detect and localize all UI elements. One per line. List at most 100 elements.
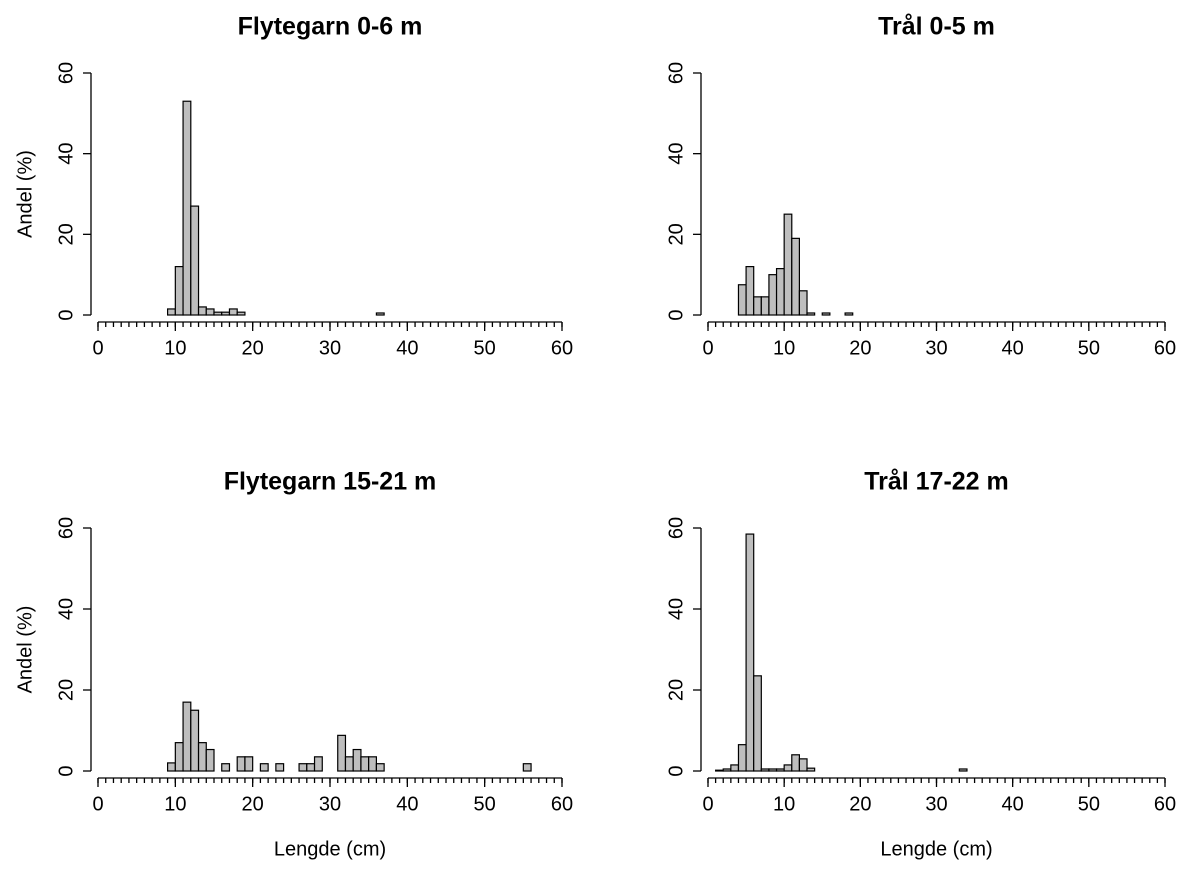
bar [760,296,770,316]
bar [221,763,231,772]
x-tick-label: 30 [925,337,947,359]
bar [236,311,246,316]
x-tick-label: 20 [242,793,264,815]
y-tick-label: 0 [55,309,77,320]
bar [306,763,316,772]
x-tick-label: 20 [849,337,871,359]
bar [745,533,755,772]
x-tick-label: 40 [396,337,418,359]
bar [958,768,968,772]
x-tick-label: 0 [702,337,713,359]
bar [715,769,724,772]
bar [259,763,269,772]
bar [798,290,808,316]
x-tick-label: 60 [1154,337,1176,359]
x-tick-label: 30 [319,793,341,815]
bar [730,764,740,772]
x-tick-label: 20 [242,337,264,359]
y-axis-label: Andel (%) [14,150,36,238]
y-tick-label: 40 [665,143,687,165]
bar [167,308,176,316]
bar [298,763,308,772]
bar [522,763,532,772]
bar [783,764,793,772]
bar [344,756,354,772]
x-tick-label: 30 [319,337,341,359]
x-tick-label: 10 [773,337,795,359]
bar [182,100,192,316]
y-tick-label: 0 [55,765,77,776]
bar [375,763,385,772]
y-tick-label: 40 [55,598,77,620]
bar [360,756,370,772]
bar [275,763,285,772]
bar [174,742,184,772]
bar [236,756,246,772]
bar [791,237,800,316]
y-tick-label: 60 [55,62,77,84]
bar [174,266,184,316]
x-tick-label: 10 [773,793,795,815]
bar [768,768,778,772]
y-tick-label: 40 [55,143,77,165]
bar [737,744,747,772]
y-tick-label: 20 [665,679,687,701]
bar [197,306,207,316]
bar [313,756,323,772]
bar [228,308,238,316]
bar [190,709,200,772]
bar [182,701,192,772]
bar [375,312,385,316]
bar [244,756,254,772]
y-tick-label: 20 [665,223,687,245]
x-tick-label: 60 [551,337,573,359]
y-tick-label: 40 [665,598,687,620]
bar [205,308,215,316]
bar [190,205,200,316]
x-tick-label: 60 [1154,793,1176,815]
x-tick-label: 40 [396,793,418,815]
x-tick-label: 30 [925,793,947,815]
bar [775,268,785,316]
bar [197,742,207,772]
bar [737,284,747,316]
x-axis-label: Lengde (cm) [274,838,386,860]
x-tick-label: 10 [164,793,186,815]
bar [775,768,785,772]
bar [753,675,762,772]
bar [768,274,778,316]
y-tick-label: 20 [55,679,77,701]
chart-title: Trål 0-5 m [878,13,995,41]
bar [167,762,176,772]
x-tick-label: 40 [1002,793,1024,815]
x-tick-label: 0 [702,793,713,815]
x-tick-label: 50 [1078,793,1100,815]
x-tick-label: 60 [551,793,573,815]
y-tick-label: 60 [665,62,687,84]
bar [368,756,377,772]
bar [352,748,362,772]
y-tick-label: 60 [665,517,687,539]
x-tick-label: 0 [92,337,103,359]
chart-title: Flytegarn 0-6 m [238,13,423,41]
y-tick-label: 0 [665,309,687,320]
x-tick-label: 10 [164,337,186,359]
bar [783,213,793,316]
bar [821,312,831,316]
bar [760,768,770,772]
x-tick-label: 0 [92,793,103,815]
bar [753,296,762,316]
bar [722,768,732,772]
chart-title: Trål 17-22 m [864,468,1009,496]
y-axis-label: Andel (%) [14,606,36,694]
x-tick-label: 50 [1078,337,1100,359]
bar [205,748,215,772]
chart-title: Flytegarn 15-21 m [224,468,437,496]
y-tick-label: 60 [55,517,77,539]
bar [791,754,800,772]
x-tick-label: 40 [1002,337,1024,359]
bar [806,312,816,316]
bar [745,266,755,316]
x-axis-label: Lengde (cm) [880,838,992,860]
